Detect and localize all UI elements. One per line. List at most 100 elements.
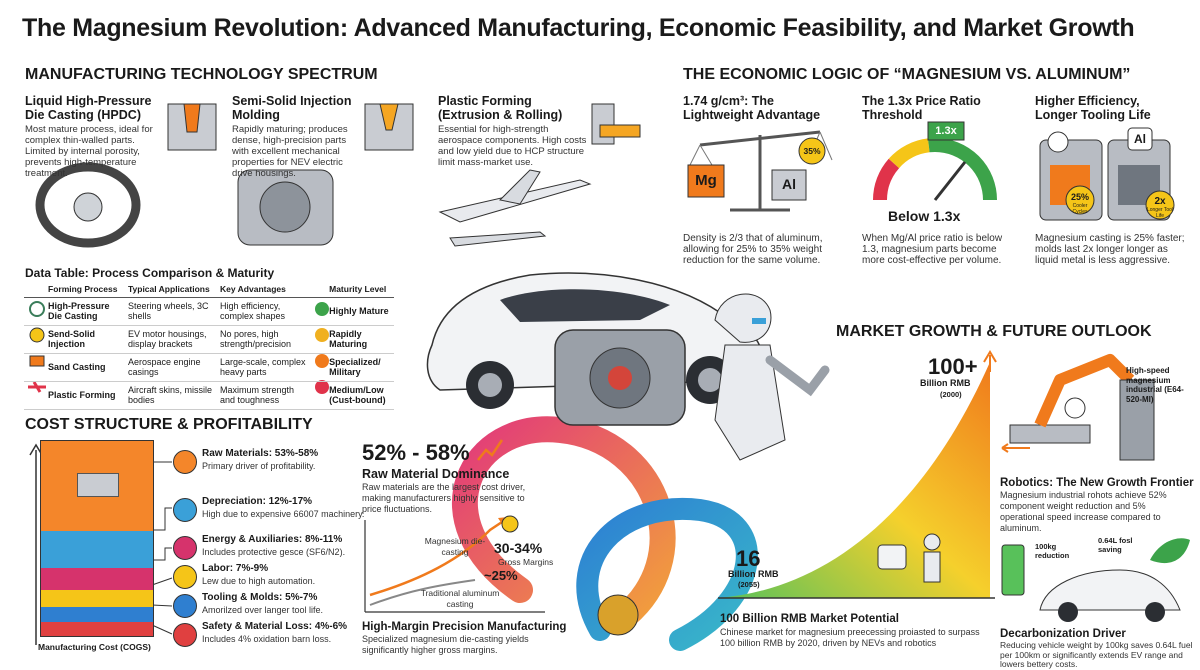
bar-segment bbox=[41, 607, 153, 622]
central-illustration bbox=[426, 272, 830, 651]
chart-value-note: Gross Margins bbox=[498, 557, 554, 567]
table-row: Sand Casting Aerospace engine casings Larg… bbox=[24, 353, 394, 382]
density-scale bbox=[687, 130, 833, 212]
chart-value: ~25% bbox=[484, 568, 518, 583]
process-description: Most mature process, ideal for complex t… bbox=[25, 124, 153, 179]
cost-note: Amorilzed over langer tool life. bbox=[202, 605, 324, 615]
header-cell: Maturity Level bbox=[311, 282, 394, 298]
decarb-title: Decarbonization Driver bbox=[1000, 628, 1126, 640]
cost-label: Depreciation: 12%-17% bbox=[202, 496, 313, 507]
table-cell: No pores, high strength/precision bbox=[216, 325, 312, 354]
semi-solid-icon bbox=[237, 103, 414, 246]
robotics-title: Robotics: The New Growth Frontier bbox=[1000, 477, 1194, 489]
chart-label: Magnesium die-casting bbox=[424, 536, 486, 557]
section-heading: MANUFACTURING TECHNOLOGY SPECTRUM bbox=[25, 66, 378, 83]
header-cell: Typical Applications bbox=[123, 282, 217, 298]
table-row: High-Pressure Die Casting Steering wheels… bbox=[24, 297, 394, 326]
cost-icon bbox=[173, 594, 197, 618]
item-description: Magnesium casting is 25% faster; molds l… bbox=[1035, 233, 1185, 266]
table-cell: Large-scale, complex heavy parts bbox=[216, 353, 312, 382]
peak-year: (2000) bbox=[940, 390, 962, 399]
process-title: Plastic Forming (Extrusion & Rolling) bbox=[438, 94, 563, 122]
table-cell: Aerospace engine casings bbox=[123, 353, 217, 382]
badge: 25% bbox=[1070, 192, 1089, 202]
table-cell: Steering wheels, 3C shells bbox=[123, 297, 217, 326]
cost-label: Labor: 7%-9% bbox=[202, 563, 269, 574]
leader-lines bbox=[151, 461, 173, 635]
badge-note: Cooler Cycles bbox=[1072, 203, 1088, 215]
gauge-label: Below 1.3x bbox=[888, 208, 961, 224]
header-cell: Forming Process bbox=[24, 282, 124, 298]
footer-title: High-Margin Precision Manufacturing bbox=[362, 621, 567, 633]
robot-tag: High-speed magnesium industrial (E64-520… bbox=[1126, 366, 1184, 404]
table-body: High-Pressure Die Casting Steering wheels… bbox=[24, 297, 394, 410]
table-cell: EV motor housings, display brackets bbox=[123, 325, 217, 354]
cost-label: Safety & Material Loss: 4%-6% bbox=[202, 621, 348, 632]
cost-label: Energy & Auxiliaries: 8%-11% bbox=[202, 534, 343, 545]
table-cell: Rapidly Maturing bbox=[311, 325, 394, 354]
decarb-text: Reducing vehicle weight by 100kg saves 0… bbox=[1000, 640, 1193, 669]
ev-car bbox=[1001, 538, 1190, 622]
table-header: Forming Process Typical Applications Key… bbox=[24, 282, 394, 298]
peak-unit: Billion RMB bbox=[920, 378, 971, 388]
tag: Mg bbox=[695, 172, 717, 189]
table-cell: Sand Casting bbox=[24, 353, 124, 382]
start-value: 16 bbox=[736, 546, 761, 571]
chart-title: 100 Billion RMB Market Potential bbox=[720, 613, 899, 625]
section-heading: THE ECONOMIC LOGIC OF “MAGNESIUM VS. ALU… bbox=[683, 66, 1131, 83]
cost-note: High due to expensive 66007 machinery. bbox=[202, 509, 365, 519]
table-row: Plastic Forming Aircraft skins, missile b… bbox=[24, 381, 394, 410]
section-heading: COST STRUCTURE & PROFITABILITY bbox=[25, 416, 313, 433]
cost-icon bbox=[173, 536, 197, 560]
cost-icon bbox=[173, 450, 197, 474]
item-title: Higher Efficiency, Longer Tooling Life bbox=[1035, 94, 1151, 122]
table-cell: Plastic Forming bbox=[24, 381, 124, 410]
growth-area bbox=[718, 350, 997, 599]
cost-bar bbox=[40, 440, 154, 637]
hpdc-icon bbox=[35, 103, 217, 248]
table-row: Send-Solid Injection EV motor housings, d… bbox=[24, 325, 394, 354]
table-cell: Send-Solid Injection bbox=[24, 325, 124, 354]
cost-note: Includes protective gesce (SF6/N2). bbox=[202, 547, 346, 557]
peak-value: 100+ bbox=[928, 354, 978, 379]
table-cell: High efficiency, complex shapes bbox=[216, 297, 312, 326]
tag: 1.3x bbox=[935, 125, 957, 137]
table-cell: Maximum strength and toughness bbox=[216, 381, 312, 410]
cost-note: Primary driver of profitability. bbox=[202, 461, 316, 471]
bar-segment bbox=[41, 568, 153, 590]
table-cell: Medium/Low (Cust-bound) bbox=[311, 381, 394, 410]
headline: 52% - 58% bbox=[362, 440, 470, 465]
item-title: 1.74 g/cm³: The Lightweight Advantage bbox=[683, 94, 821, 122]
cost-icon bbox=[173, 623, 197, 647]
table-title: Data Table: Process Comparison & Maturit… bbox=[25, 266, 275, 280]
process-description: Essential for high-strength aerospace co… bbox=[438, 124, 587, 168]
process-description: Rapidly maturing; produces dense, high-p… bbox=[232, 124, 348, 179]
bar-segment bbox=[41, 531, 153, 568]
tag: Al bbox=[1134, 132, 1146, 146]
bar-segment bbox=[41, 590, 153, 607]
start-year: (2055) bbox=[738, 580, 760, 589]
cost-label: Raw Materials: 53%-58% bbox=[202, 448, 319, 459]
item-description: When Mg/Al price ratio is below 1.3, mag… bbox=[862, 233, 1003, 266]
header-cell: Key Advantages bbox=[216, 282, 312, 298]
cost-icon bbox=[173, 565, 197, 589]
cost-icon bbox=[173, 498, 197, 522]
page-title: The Magnesium Revolution: Advanced Manuf… bbox=[22, 14, 1135, 42]
cost-label: Tooling & Molds: 5%-7% bbox=[202, 592, 318, 603]
chart-value: 30-34% bbox=[494, 540, 543, 556]
table-cell: Aircraft skins, missile bodies bbox=[123, 381, 217, 410]
badge: 35% bbox=[803, 146, 821, 156]
subtitle: Raw Material Dominance bbox=[362, 467, 510, 481]
description: Raw materials are the largest cost drive… bbox=[362, 482, 526, 514]
margin-chart bbox=[364, 439, 545, 613]
ingot-icon bbox=[77, 473, 119, 497]
process-title: Semi-Solid Injection Molding bbox=[232, 94, 352, 122]
price-gauge bbox=[873, 121, 997, 201]
cost-note: Includes 4% oxidation barn loss. bbox=[202, 634, 332, 644]
section-heading: MARKET GROWTH & FUTURE OUTLOOK bbox=[836, 323, 1152, 340]
weight-tag: 100kg reduction bbox=[1035, 542, 1070, 560]
tooling-molds bbox=[1039, 127, 1175, 221]
robot-arm bbox=[1001, 354, 1155, 461]
